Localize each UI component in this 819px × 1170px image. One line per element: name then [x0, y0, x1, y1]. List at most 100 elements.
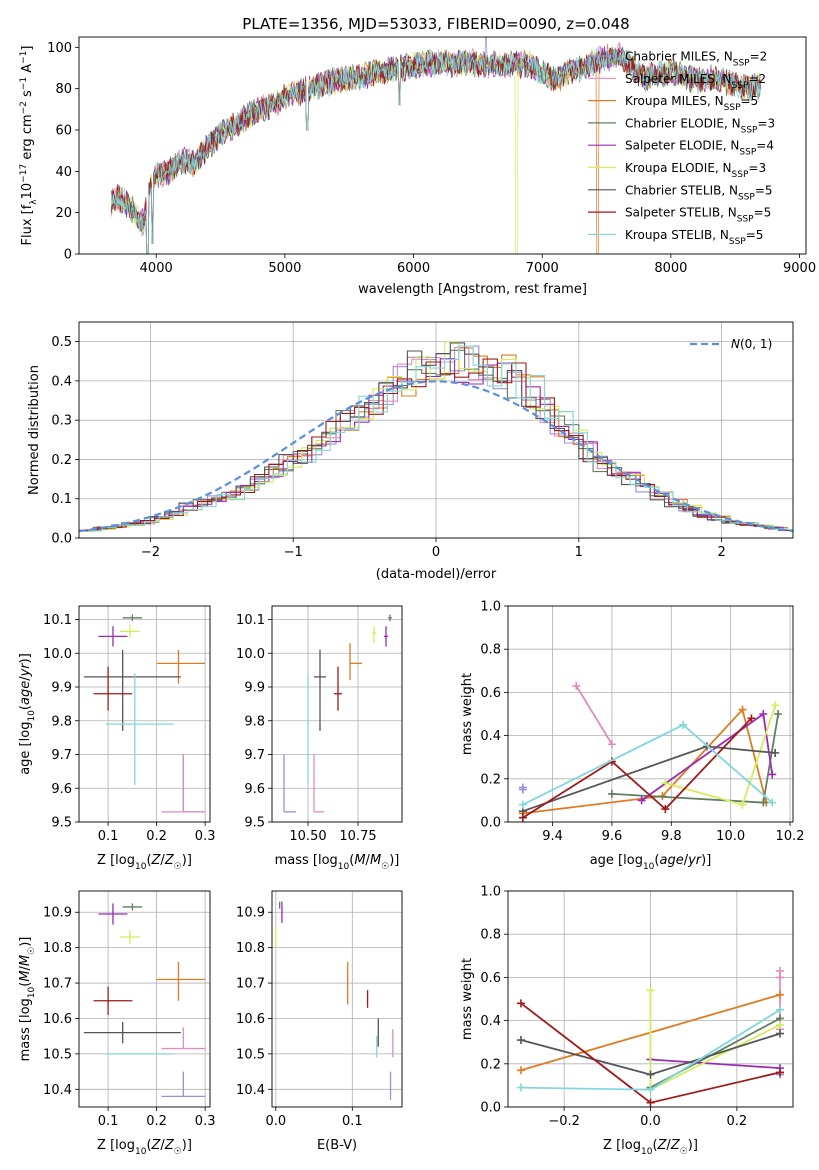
legend-entry-2: Kroupa MILES, NSSP=5	[625, 94, 758, 113]
z-vs-age-points	[83, 614, 206, 813]
age-vs-weight-marker-8	[518, 800, 527, 809]
age-vs-weight-marker-4	[768, 770, 777, 779]
legend-entry-3: Chabrier ELODIE, NSSP=3	[625, 116, 775, 135]
x-tick-label: 9.4	[542, 829, 563, 844]
z-vs-age-frame	[78, 605, 211, 823]
y-tick-label: 0	[64, 248, 72, 263]
histogram-frame	[78, 321, 794, 539]
x-tick-label: 0.2	[146, 1114, 167, 1129]
x-tick-label: 5000	[268, 261, 301, 276]
y-tick-label: 0.0	[480, 816, 501, 831]
age-vs-weight-marker-8	[768, 798, 777, 807]
x-tick-label: 1	[575, 545, 583, 560]
z-vs-age-axes: 0.1 0.2 0.3 9.5 9.6 9.7 9.8 9.9 10.0 10.1	[43, 606, 215, 844]
y-tick-label: 0.8	[480, 643, 501, 658]
y-tick-label: 9.7	[244, 748, 265, 763]
z-vs-weight-marker-7	[776, 1068, 785, 1077]
y-tick-label: 0.5	[51, 335, 72, 350]
age-vs-weight-series-7	[522, 717, 753, 819]
mass-vs-age-axes: 10.50 10.75 9.5 9.6 9.7 9.8 9.9 10.0 10.1	[236, 606, 402, 844]
y-tick-label: 10.1	[236, 613, 265, 628]
z-vs-weight-marker-1	[776, 973, 785, 982]
x-tick-label: −2	[141, 545, 160, 560]
x-tick-label: 9.8	[661, 829, 682, 844]
legend-entry-8: Kroupa STELIB, NSSP=5	[625, 228, 763, 247]
y-tick-label: 10.4	[236, 1083, 265, 1098]
y-tick-label: 10.6	[236, 1012, 265, 1027]
x-tick-label: 2	[717, 545, 725, 560]
histogram-step-7	[83, 358, 793, 531]
y-tick-label: 10.5	[43, 1047, 72, 1062]
spectrum-legend: Chabrier MILES, NSSP=2 Salpeter MILES, NS…	[588, 50, 775, 247]
z-vs-weight-marker-8	[776, 1005, 785, 1014]
x-tick-label: 10.0	[716, 829, 745, 844]
y-tick-label: 9.9	[51, 681, 72, 696]
y-tick-label: 0.2	[480, 772, 501, 787]
mass-vs-age-xlabel: mass [log10(M/M☉)]	[275, 853, 400, 872]
y-tick-label: 0.2	[51, 453, 72, 468]
y-tick-label: 0.6	[480, 686, 501, 701]
y-tick-label: 1.0	[480, 600, 501, 615]
x-tick-label: 0	[432, 545, 440, 560]
y-tick-label: 0.4	[480, 1014, 501, 1029]
histogram-legend-label: N(0, 1)	[731, 337, 772, 351]
age-vs-weight-marker-3	[759, 798, 768, 807]
x-tick-label: 0.2	[727, 1114, 748, 1129]
x-tick-label: 0.1	[98, 1114, 119, 1129]
z-vs-weight-marker-7	[646, 1098, 655, 1107]
age-vs-weight-series-4	[641, 712, 774, 802]
histogram-step-5	[87, 341, 793, 532]
z-vs-weight-marker-5	[776, 1020, 785, 1029]
y-tick-label: 9.6	[51, 782, 72, 797]
legend-entry-4: Salpeter ELODIE, NSSP=4	[625, 139, 774, 158]
y-tick-label: 10.4	[43, 1083, 72, 1098]
mass-vs-age-frame	[271, 605, 403, 823]
z-vs-weight-lines	[516, 966, 785, 1107]
age-vs-weight-xlabel: age [log10(age/yr)]	[590, 853, 712, 872]
y-tick-label: 10.9	[236, 906, 265, 921]
x-tick-label: 10.75	[339, 829, 376, 844]
age-vs-weight-frame	[507, 605, 794, 823]
y-tick-label: 9.6	[244, 782, 265, 797]
y-tick-label: 9.5	[244, 816, 265, 831]
z-vs-weight-marker-2	[776, 990, 785, 999]
legend-entry-6: Chabrier STELIB, NSSP=5	[625, 183, 773, 202]
y-tick-label: 10.5	[236, 1047, 265, 1062]
z-vs-weight-marker-8	[516, 1083, 525, 1092]
z-vs-mass-ylabel: mass [log10(M/M☉)]	[18, 937, 37, 1062]
histogram-xlabel: (data-model)/error	[376, 567, 497, 582]
y-tick-label: 0.0	[51, 532, 72, 547]
age-vs-weight-lines	[518, 681, 783, 822]
y-tick-label: 9.9	[244, 681, 265, 696]
y-tick-label: 100	[47, 41, 72, 56]
z-vs-weight-marker-8	[646, 1085, 655, 1094]
histogram-step-8	[87, 345, 793, 532]
x-tick-label: −0.2	[548, 1114, 580, 1129]
y-tick-label: 60	[55, 124, 72, 139]
ebv-vs-mass-frame	[271, 890, 403, 1108]
y-tick-label: 0.8	[480, 928, 501, 943]
histogram-steps	[79, 341, 793, 533]
z-vs-weight-series-4	[650, 1058, 781, 1069]
age-vs-weight-marker-4	[759, 710, 768, 718]
spectrum-lines	[110, 37, 761, 254]
x-tick-label: 0.3	[195, 829, 216, 844]
spectrum-frame	[78, 36, 807, 255]
age-vs-weight-axes: 9.4 9.6 9.8 10.0 10.2 0.0 0.2 0.4 0.6 0.8 1.0	[480, 600, 804, 845]
x-tick-label: 9.6	[602, 829, 623, 844]
mass-vs-age-points	[283, 614, 392, 813]
age-vs-weight-marker-7	[661, 805, 670, 814]
y-tick-label: 9.5	[51, 816, 72, 831]
y-tick-label: 10.0	[236, 647, 265, 662]
x-tick-label: 0.0	[265, 1114, 286, 1129]
z-vs-age-xlabel: Z [log10(Z/Z☉)]	[97, 853, 192, 872]
age-vs-weight-series-2	[522, 707, 768, 815]
age-vs-weight-marker-3	[607, 789, 616, 798]
age-vs-weight-marker-4	[637, 796, 646, 805]
age-vs-weight-marker-7	[747, 714, 756, 723]
y-tick-label: 0.0	[480, 1101, 501, 1116]
age-vs-weight-marker-5	[738, 800, 747, 809]
x-tick-label: 7000	[526, 261, 559, 276]
age-vs-weight-marker-6	[771, 748, 780, 757]
y-tick-label: 9.7	[51, 748, 72, 763]
